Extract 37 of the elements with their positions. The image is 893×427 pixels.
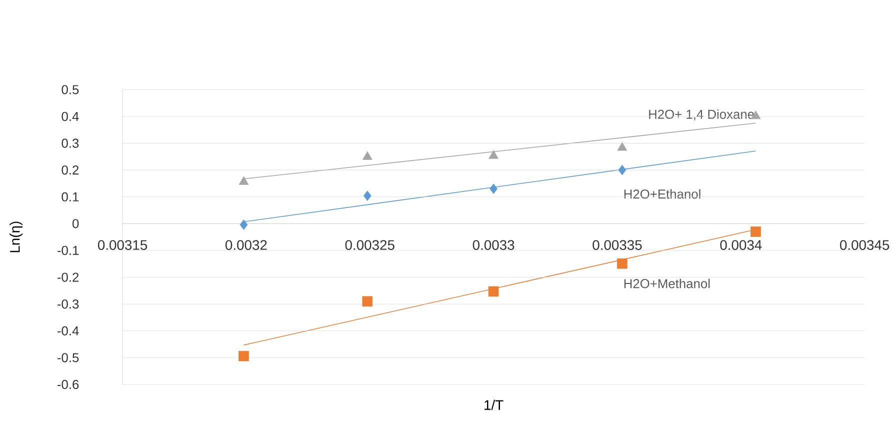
point [363,190,372,201]
x-tick-label: 0.00345 [840,240,890,250]
y-tick-label: -0.1 [58,246,79,255]
y-tick-label: 0.2 [62,165,79,174]
y-tick-label: -0.4 [58,326,79,336]
point [750,226,761,237]
x-tick-label: 0.0032 [226,240,267,250]
y-tick-label: 0.1 [62,192,79,202]
point [362,296,373,306]
x-tick-label: 0.0034 [720,240,762,250]
y-tick-label: 0.5 [62,84,79,94]
x-tick-label: 0.00315 [98,240,148,250]
point [617,258,628,269]
y-tick-label: 0.3 [62,138,79,148]
x-tick-label: 0.00335 [592,240,642,250]
point [490,184,498,194]
point [362,151,372,160]
y-tick-label: -0.5 [58,352,79,362]
y-tick-label: -0.2 [58,272,79,282]
point [238,350,249,362]
point [488,286,499,296]
point [488,150,498,159]
point [617,142,628,151]
y-tick-label: 0.4 [62,112,79,121]
x-axis-title: 1/T [484,400,504,410]
y-tick-label: 0 [72,218,79,228]
point [618,164,626,176]
series-label: H2O+Ethanol [624,189,700,198]
y-axis-title: Ln(η) [10,222,23,252]
y-tick-label: -0.6 [58,380,79,389]
x-tick-label: 0.0033 [472,240,514,250]
point [238,176,249,185]
y-tick-label: -0.3 [58,299,79,308]
series-label: H2O+ 1,4 Dioxane [649,109,754,120]
series-label: H2O+Methanol [624,278,710,288]
point [240,219,248,230]
x-tick-label: 0.00325 [345,240,394,250]
